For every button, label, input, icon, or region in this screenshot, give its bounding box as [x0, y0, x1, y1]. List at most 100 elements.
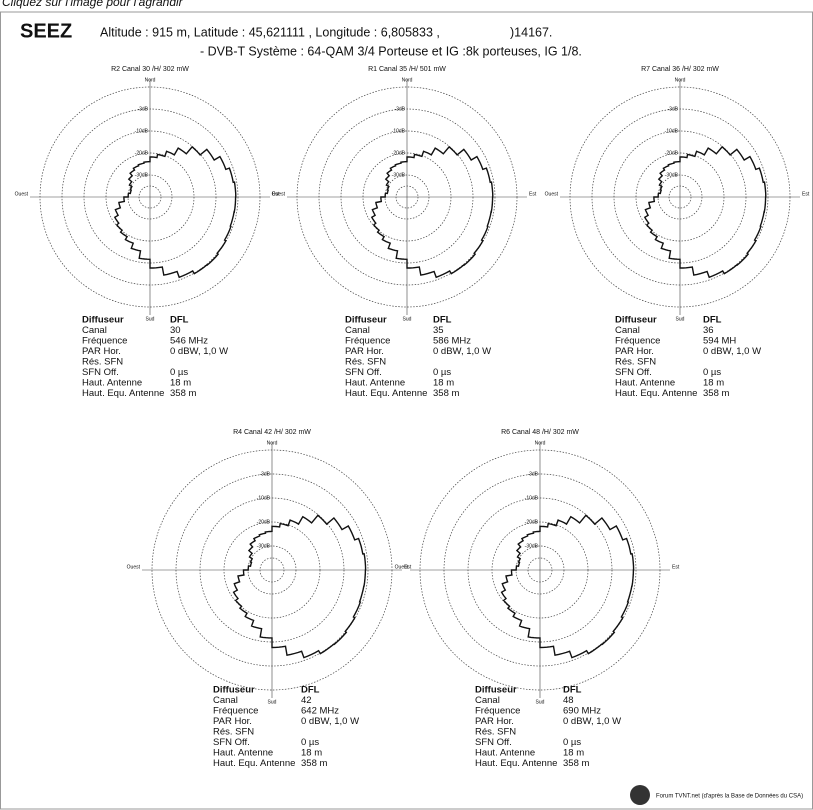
- info-label: Fréquence: [475, 706, 520, 717]
- compass-south: Sud: [403, 316, 412, 322]
- info-value: 594 MH: [703, 336, 736, 347]
- info-label: Rés. SFN: [345, 357, 386, 368]
- info-value: 358 m: [563, 758, 589, 769]
- info-label: Canal: [213, 695, 238, 706]
- site-code: )14167.: [510, 25, 552, 39]
- info-value: 358 m: [301, 758, 327, 769]
- compass-east: Est: [529, 191, 537, 197]
- info-value: 0 µs: [433, 367, 451, 378]
- info-label: Rés. SFN: [213, 727, 254, 738]
- ring-label: -20dB: [665, 150, 679, 156]
- compass-south: Sud: [676, 316, 685, 322]
- compass-west: Ouest: [127, 564, 141, 570]
- diagram-title: R4 Canal 42 /H/ 302 mW: [233, 429, 311, 436]
- info-value: 0 µs: [170, 367, 188, 378]
- pattern-trace: [643, 145, 767, 279]
- info-value: DFL: [703, 315, 722, 326]
- info-value: 0 dBW, 1,0 W: [170, 346, 228, 357]
- info-value: 0 dBW, 1,0 W: [703, 346, 761, 357]
- info-value: 42: [301, 695, 312, 706]
- compass-north: Nord: [535, 440, 546, 446]
- info-label: Fréquence: [345, 336, 390, 347]
- ring-label: -3dB: [259, 471, 270, 477]
- info-value: 546 MHz: [170, 336, 208, 347]
- info-label: Rés. SFN: [82, 357, 123, 368]
- ring-label: -3dB: [527, 471, 538, 477]
- ring-label: -10dB: [135, 128, 149, 134]
- polar-diagram: R7 Canal 36 /H/ 302 mW Nord Sud Ouest Est -3d…: [545, 66, 810, 399]
- info-label: PAR Hor.: [475, 716, 514, 727]
- info-label: Fréquence: [213, 706, 258, 717]
- info-label: Haut. Antenne: [345, 378, 405, 389]
- info-value: 18 m: [563, 748, 584, 759]
- compass-south: Sud: [536, 699, 545, 705]
- info-value: 358 m: [170, 388, 196, 399]
- info-value: 0 µs: [301, 737, 319, 748]
- info-label: Diffuseur: [615, 315, 657, 326]
- compass-west: Ouest: [545, 191, 559, 197]
- info-value: 18 m: [433, 378, 454, 389]
- info-label: Fréquence: [82, 336, 127, 347]
- info-value: 0 dBW, 1,0 W: [301, 716, 359, 727]
- compass-west: Ouest: [272, 191, 286, 197]
- info-label: Haut. Antenne: [82, 378, 142, 389]
- info-label: Canal: [345, 325, 370, 336]
- compass-west: Ouest: [395, 564, 409, 570]
- info-value: 35: [433, 325, 444, 336]
- compass-north: Nord: [675, 77, 686, 83]
- info-value: 358 m: [703, 388, 729, 399]
- info-label: PAR Hor.: [615, 346, 654, 357]
- info-label: Canal: [475, 695, 500, 706]
- compass-south: Sud: [146, 316, 155, 322]
- info-value: 690 MHz: [563, 706, 601, 717]
- site-name: SEEZ: [20, 20, 72, 42]
- diagram-title: R7 Canal 36 /H/ 302 mW: [641, 66, 719, 73]
- info-value: 642 MHz: [301, 706, 339, 717]
- ring-label: -30dB: [392, 172, 406, 178]
- info-label: SFN Off.: [82, 367, 119, 378]
- ring-label: -10dB: [392, 128, 406, 134]
- info-label: Haut. Equ. Antenne: [615, 388, 697, 399]
- pattern-trace: [500, 514, 635, 659]
- info-label: Diffuseur: [213, 685, 255, 696]
- info-value: 0 µs: [563, 737, 581, 748]
- info-label: Haut. Antenne: [213, 748, 273, 759]
- info-label: Fréquence: [615, 336, 660, 347]
- ring-label: -3dB: [394, 106, 405, 112]
- diagram-title: R2 Canal 30 /H/ 302 mW: [111, 66, 189, 73]
- info-label: SFN Off.: [213, 737, 250, 748]
- info-label: Canal: [82, 325, 107, 336]
- compass-east: Est: [272, 191, 280, 197]
- ring-label: -30dB: [257, 543, 271, 549]
- ring-label: -3dB: [137, 106, 148, 112]
- info-label: Diffuseur: [345, 315, 387, 326]
- ring-label: -3dB: [667, 106, 678, 112]
- info-label: Haut. Antenne: [475, 748, 535, 759]
- footer: Forum TVNT.net (d'après la Base de Donné…: [656, 794, 803, 800]
- ring-label: -20dB: [135, 150, 149, 156]
- system-info: - DVB-T Système : 64-QAM 3/4 Porteuse et…: [200, 44, 582, 58]
- ring-label: -20dB: [525, 519, 539, 525]
- compass-south: Sud: [268, 699, 277, 705]
- info-label: Rés. SFN: [475, 727, 516, 738]
- ring-label: -10dB: [257, 495, 271, 501]
- polar-diagram: R2 Canal 30 /H/ 302 mW Nord Sud Ouest Est -3d…: [15, 66, 280, 399]
- coordinates: Altitude : 915 m, Latitude : 45,621111 ,…: [100, 25, 440, 39]
- compass-west: Ouest: [15, 191, 29, 197]
- info-value: 48: [563, 695, 574, 706]
- info-value: 18 m: [170, 378, 191, 389]
- info-label: PAR Hor.: [345, 346, 384, 357]
- info-label: Haut. Equ. Antenne: [475, 758, 557, 769]
- ring-label: -10dB: [665, 128, 679, 134]
- info-value: DFL: [301, 685, 320, 696]
- info-label: SFN Off.: [345, 367, 382, 378]
- ring-label: -30dB: [665, 172, 679, 178]
- info-value: 18 m: [703, 378, 724, 389]
- info-value: DFL: [433, 315, 452, 326]
- compass-east: Est: [404, 564, 412, 570]
- caption: Cliquez sur l'image pour l'agrandir: [2, 0, 184, 9]
